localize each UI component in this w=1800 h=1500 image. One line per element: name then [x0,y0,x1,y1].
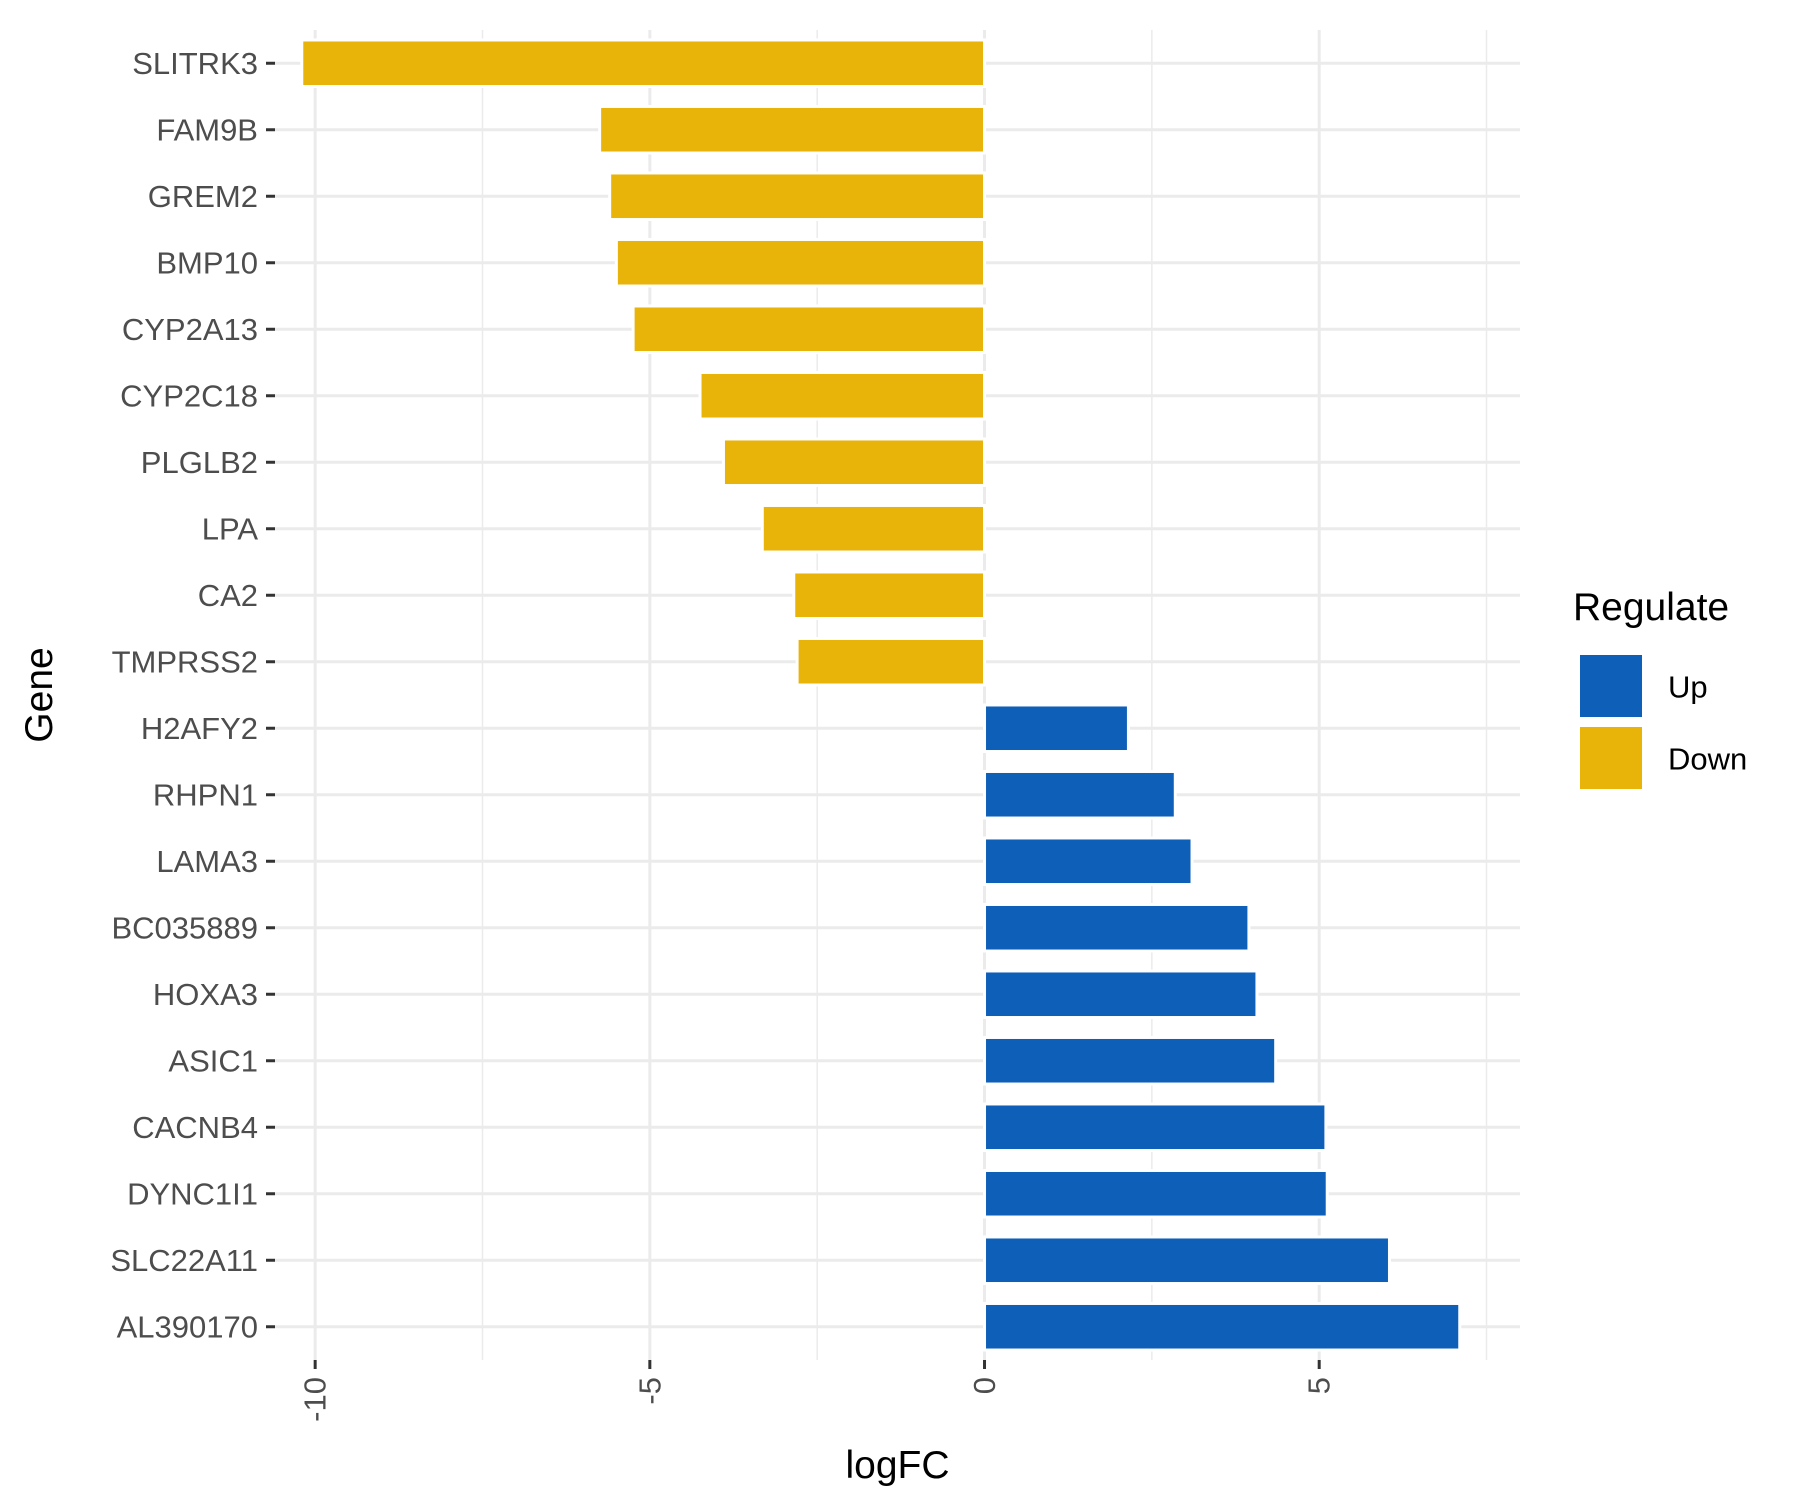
bar-tmprss2 [795,636,987,687]
x-tick-label: -5 [632,1377,667,1405]
bar-lpa [760,503,987,554]
y-tick-label: DYNC1I1 [127,1176,258,1211]
bar-ca2 [792,570,987,621]
bar-slitrk3 [300,38,987,89]
y-tick-label: CA2 [198,578,258,613]
y-tick-label: LAMA3 [156,844,258,879]
y-tick-label: HOXA3 [153,977,258,1012]
x-tick-label: -10 [298,1377,333,1422]
y-tick-label: CACNB4 [132,1110,258,1145]
y-axis-title: Gene [18,647,61,742]
bar-bmp10 [614,237,987,288]
y-tick-label: H2AFY2 [141,711,258,746]
legend-key-up [1580,655,1642,717]
bar-dync1i1 [983,1168,1329,1219]
bars [300,38,1462,1352]
bar-bc035889 [983,902,1251,953]
y-tick-label: GREM2 [148,179,258,214]
y-tick-label: LPA [202,511,259,546]
bar-al390170 [983,1301,1462,1352]
x-tick-label: 5 [1302,1377,1337,1394]
legend: Regulate Up Down [1573,586,1747,789]
bar-cyp2c18 [698,370,987,421]
x-axis-title: logFC [845,1444,949,1487]
bar-asic1 [983,1035,1278,1086]
legend-label-down: Down [1668,742,1747,777]
bar-slc22a11 [983,1235,1391,1286]
y-tick-label: SLC22A11 [110,1243,258,1278]
legend-key-down [1580,727,1642,789]
bar-cacnb4 [983,1102,1328,1153]
y-tick-label: AL390170 [117,1309,258,1344]
y-tick-label: BC035889 [111,910,258,945]
y-tick-label: ASIC1 [168,1043,258,1078]
bar-lama3 [983,836,1194,887]
y-tick-label: RHPN1 [153,777,258,812]
bar-fam9b [598,104,987,155]
bar-hoxa3 [983,969,1259,1020]
y-tick-label: PLGLB2 [141,445,258,480]
x-tick-label: 0 [967,1377,1002,1394]
bar-h2afy2 [983,703,1130,754]
bar-grem2 [608,171,987,222]
bar-plglb2 [721,437,987,488]
y-axis: SLITRK3 FAM9B GREM2 BMP10 CYP2A13 CYP2C18 PLGL… [110,46,275,1344]
bar-rhpn1 [983,769,1177,820]
x-axis: -10 -5 0 5 [298,1360,1337,1422]
bar-cyp2a13 [631,304,987,355]
y-tick-label: CYP2A13 [122,312,258,347]
y-tick-label: FAM9B [156,112,258,147]
legend-label-up: Up [1668,670,1708,705]
y-tick-label: CYP2C18 [120,378,258,413]
legend-title: Regulate [1573,586,1729,629]
y-tick-label: SLITRK3 [132,46,258,81]
y-tick-label: TMPRSS2 [112,644,258,679]
y-tick-label: BMP10 [156,245,258,280]
